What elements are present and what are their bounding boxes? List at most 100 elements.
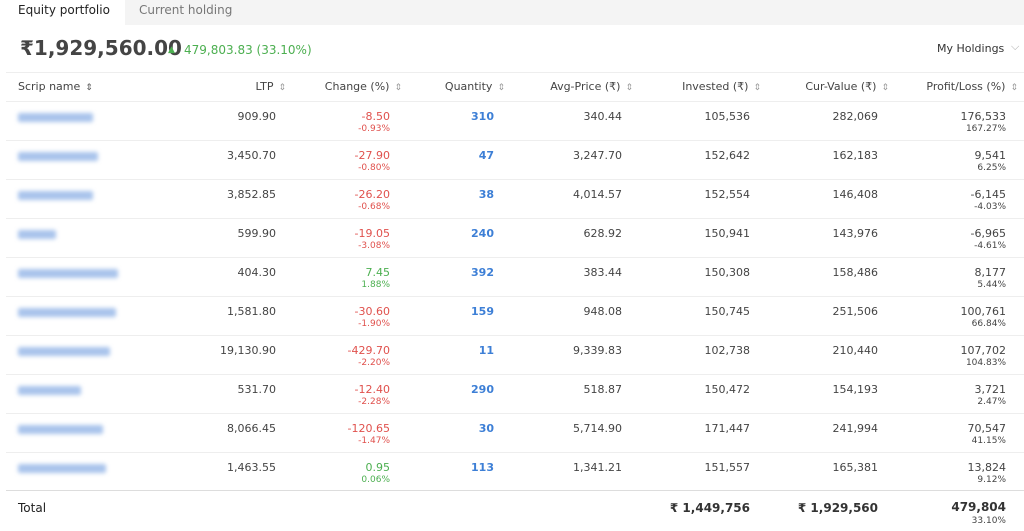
quantity: 30 — [478, 422, 494, 435]
change: -120.65 — [347, 422, 390, 435]
ltp: 531.70 — [237, 383, 277, 396]
profit-loss-pct: -4.61% — [974, 241, 1006, 251]
cur-value: 162,183 — [832, 149, 879, 162]
invested: 150,745 — [704, 305, 751, 318]
change: -12.40 — [354, 383, 390, 396]
invested: 102,738 — [704, 344, 751, 357]
quantity: 47 — [478, 149, 494, 162]
change-pct: -1.47% — [358, 436, 390, 446]
avg-price: 383.44 — [583, 266, 623, 279]
tab[interactable]: Equity portfolio — [18, 3, 110, 17]
quantity: 240 — [471, 227, 494, 240]
column-header[interactable]: Scrip name ⇕ — [18, 80, 93, 93]
column-header[interactable]: Invested (₹) ⇕ — [682, 80, 761, 93]
column-header[interactable]: Cur-Value (₹) ⇕ — [805, 80, 889, 93]
total-invested: ₹ 1,449,756 — [669, 501, 750, 515]
cur-value: 210,440 — [832, 344, 879, 357]
avg-price: 628.92 — [583, 227, 623, 240]
divider — [6, 101, 1024, 102]
row-divider — [6, 335, 1024, 336]
profit-loss: -6,145 — [970, 188, 1006, 201]
avg-price: 3,247.70 — [573, 149, 622, 162]
change-pct: -0.80% — [358, 163, 390, 173]
quantity: 290 — [471, 383, 494, 396]
profit-loss-pct: 9.12% — [977, 475, 1006, 485]
ltp: 8,066.45 — [227, 422, 276, 435]
blurred-name — [18, 386, 81, 395]
header-text: Profit/Loss (%) — [926, 80, 1006, 93]
invested: 105,536 — [704, 110, 751, 123]
quantity: 392 — [471, 266, 494, 279]
cur-value: 143,976 — [832, 227, 879, 240]
quantity: 159 — [471, 305, 494, 318]
profit-loss: 176,533 — [960, 110, 1007, 123]
tab-bar — [0, 0, 1024, 25]
column-header[interactable]: Avg-Price (₹) ⇕ — [550, 80, 633, 93]
total-pl-pct: 33.10% — [971, 516, 1006, 526]
avg-price: 518.87 — [583, 383, 623, 396]
quantity: 11 — [478, 344, 494, 357]
tab[interactable]: Current holding — [139, 3, 233, 17]
row-divider — [6, 218, 1024, 219]
cur-value: 241,994 — [832, 422, 879, 435]
change-pct: -3.08% — [358, 241, 390, 251]
invested: 150,308 — [704, 266, 751, 279]
ltp: 3,450.70 — [227, 149, 276, 162]
portfolio-change: 479,803.83 (33.10%) — [184, 43, 312, 57]
change: -8.50 — [361, 110, 390, 123]
profit-loss-pct: 2.47% — [977, 397, 1006, 407]
profit-loss-pct: 167.27% — [965, 124, 1006, 134]
header-text: Invested (₹) — [682, 80, 749, 93]
avg-price: 340.44 — [583, 110, 623, 123]
blurred-name — [18, 113, 93, 122]
sort-icon: ⇕ — [753, 83, 761, 93]
ltp: 1,581.80 — [227, 305, 276, 318]
change: -30.60 — [354, 305, 390, 318]
sort-icon: ⇕ — [278, 83, 286, 93]
change-pct: -2.28% — [358, 397, 390, 407]
profit-loss: 70,547 — [967, 422, 1007, 435]
row-divider — [6, 374, 1024, 375]
cur-value: 158,486 — [832, 266, 879, 279]
ltp: 599.90 — [237, 227, 277, 240]
row-divider — [6, 257, 1024, 258]
change-pct: -0.93% — [358, 124, 390, 134]
ltp: 1,463.55 — [227, 461, 276, 474]
divider — [6, 490, 1024, 491]
profit-loss: -6,965 — [970, 227, 1006, 240]
total-label: Total — [18, 501, 47, 515]
invested: 171,447 — [704, 422, 751, 435]
change-pct: -2.20% — [358, 358, 390, 368]
change-pct: 0.06% — [361, 475, 390, 485]
column-header[interactable]: Quantity ⇕ — [445, 80, 505, 93]
row-divider — [6, 140, 1024, 141]
total-pl: 479,804 — [951, 500, 1006, 514]
change: -19.05 — [354, 227, 390, 240]
profit-loss: 13,824 — [967, 461, 1007, 474]
quantity: 38 — [478, 188, 494, 201]
profit-loss: 107,702 — [960, 344, 1007, 357]
sort-icon: ⇕ — [497, 83, 505, 93]
column-header[interactable]: Change (%) ⇕ — [325, 80, 402, 93]
profit-loss: 8,177 — [974, 266, 1007, 279]
profit-loss-pct: 5.44% — [977, 280, 1006, 290]
profit-loss: 9,541 — [974, 149, 1007, 162]
cur-value: 251,506 — [832, 305, 879, 318]
invested: 152,642 — [704, 149, 751, 162]
dropdown-chevron: ⌵ — [1011, 40, 1020, 53]
header-text: Quantity — [444, 80, 493, 93]
column-header[interactable]: Profit/Loss (%) ⇕ — [926, 80, 1018, 93]
change: -26.20 — [354, 188, 390, 201]
row-divider — [6, 413, 1024, 414]
ltp: 3,852.85 — [227, 188, 276, 201]
invested: 152,554 — [704, 188, 751, 201]
invested: 151,557 — [704, 461, 751, 474]
holdings-dropdown[interactable]: My Holdings — [937, 42, 1005, 55]
blurred-name — [18, 308, 116, 317]
column-header[interactable]: LTP ⇕ — [255, 80, 286, 93]
sort-icon: ⇕ — [881, 83, 889, 93]
profit-loss-pct: -4.03% — [974, 202, 1006, 212]
profit-loss: 3,721 — [974, 383, 1007, 396]
avg-price: 5,714.90 — [573, 422, 622, 435]
avg-price: 948.08 — [583, 305, 623, 318]
